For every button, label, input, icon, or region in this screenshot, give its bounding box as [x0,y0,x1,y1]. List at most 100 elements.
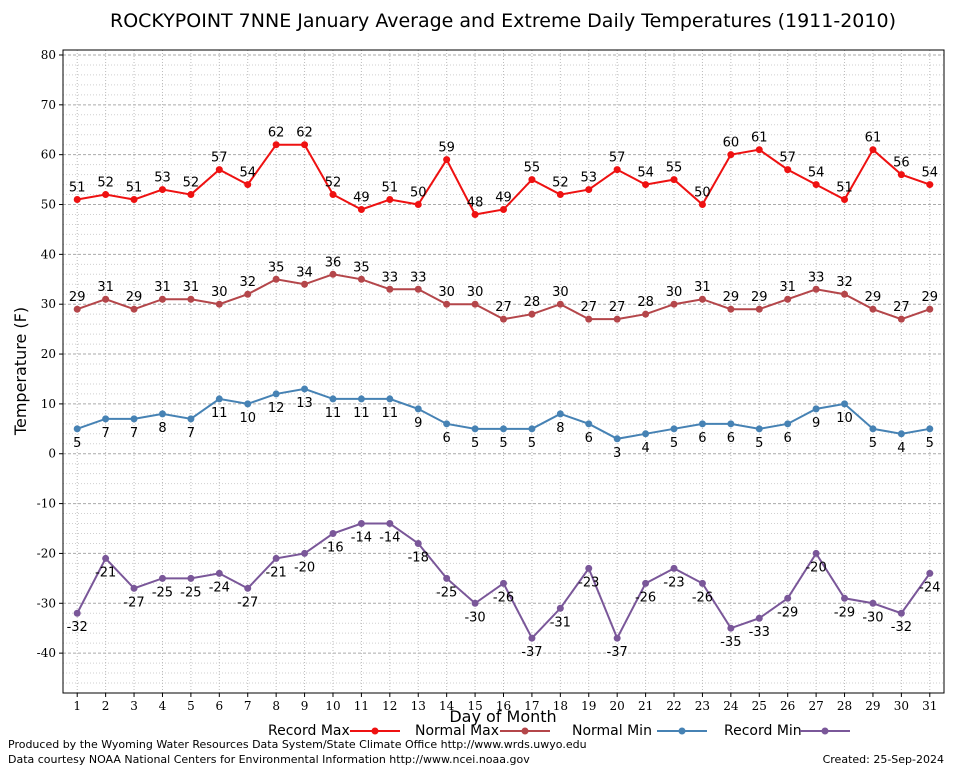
data-point [528,176,536,184]
data-point [897,609,905,617]
y-tick-label: -30 [37,596,56,610]
data-point [500,206,507,214]
data-point [386,196,394,204]
data-label: 52 [97,176,114,191]
data-point [386,285,394,293]
data-label: 54 [922,166,939,181]
data-point [727,420,735,428]
footer-created: Created: 25-Sep-2024 [823,753,944,766]
data-point [812,405,820,413]
x-tick-label: 14 [439,699,455,713]
data-label: 29 [865,290,882,305]
data-label: 8 [158,421,166,436]
data-point [414,201,422,209]
data-point [102,415,110,423]
data-point [869,425,877,433]
data-label: -21 [266,565,287,580]
data-point [471,210,479,218]
data-point [215,300,223,308]
data-label: 51 [382,181,399,196]
legend-label: Normal Max [415,723,499,739]
legend-swatch-marker [371,727,379,735]
data-label: -30 [862,610,883,625]
x-tick-label: 9 [301,699,309,713]
data-label: -25 [152,585,173,600]
data-label: -32 [67,620,88,635]
data-label: 35 [353,260,370,275]
data-point [73,425,81,433]
data-label: 13 [296,396,313,411]
data-label: -33 [749,625,770,640]
data-point [301,280,309,288]
data-point [414,539,422,547]
data-label: -26 [692,590,713,605]
data-point [926,425,934,433]
legend-label: Record Max [268,723,350,739]
data-point [215,569,223,577]
data-label: 5 [499,436,507,451]
data-point [102,191,110,199]
x-tick-label: 20 [610,699,625,713]
data-point [585,186,593,194]
data-point [471,300,479,308]
data-label: 28 [524,295,541,310]
data-label: 62 [296,126,313,141]
data-label: 11 [211,406,228,421]
data-label: -37 [521,645,542,660]
data-point [443,420,451,428]
data-point [471,599,479,607]
data-point [670,300,678,308]
data-label: -30 [464,610,485,625]
data-label: -24 [919,580,940,595]
data-point [642,310,650,318]
x-tick-label: 5 [187,699,195,713]
x-tick-label: 22 [666,699,681,713]
data-point [670,425,678,433]
data-label: -16 [322,540,343,555]
data-label: 60 [723,136,740,151]
data-point [755,146,763,154]
x-tick-label: 17 [524,699,539,713]
data-point [301,141,309,149]
y-tick-label: -40 [37,646,56,660]
data-point [443,156,451,164]
data-label: 32 [239,275,256,290]
data-point [102,554,110,562]
x-tick-label: 31 [922,699,937,713]
data-point [244,584,252,592]
data-point [556,191,564,199]
data-point [613,166,621,174]
data-point [727,305,735,313]
data-label: 11 [353,406,370,421]
data-label: -25 [180,585,201,600]
data-label: 53 [154,171,171,186]
data-label: 30 [552,285,569,300]
data-point [329,191,337,199]
legend-label: Record Min [724,723,802,739]
data-label: -37 [607,645,628,660]
data-point [500,425,507,433]
data-label: 55 [666,161,683,176]
data-point [926,569,934,577]
data-point [812,181,820,189]
data-label: -14 [379,531,400,546]
data-label: 62 [268,126,285,141]
y-tick-label: 10 [41,397,56,411]
data-point [556,604,564,612]
data-point [727,151,735,159]
data-point [670,176,678,184]
data-point [926,181,934,189]
x-tick-label: 8 [272,699,280,713]
data-label: 27 [893,300,910,315]
y-axis-label: Temperature (F) [11,307,30,436]
data-point [130,196,138,204]
data-point [215,395,223,403]
data-point [187,415,195,423]
legend-swatch-marker [678,727,686,735]
data-label: 29 [922,290,939,305]
x-tick-label: 10 [325,699,340,713]
data-point [528,310,536,318]
data-point [841,594,849,602]
data-point [613,435,621,443]
